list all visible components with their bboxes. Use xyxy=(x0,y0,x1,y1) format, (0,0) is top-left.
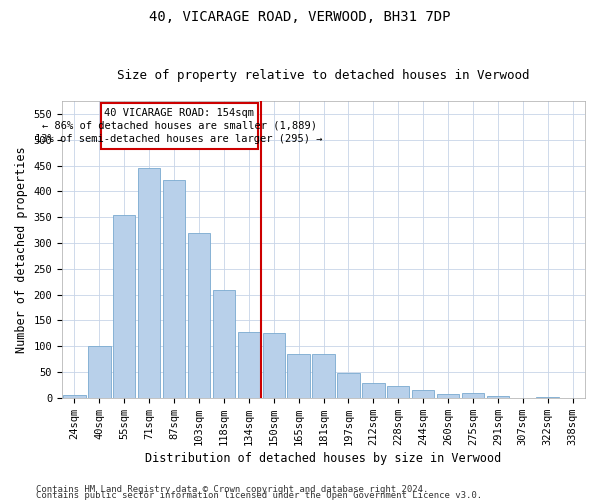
Bar xyxy=(101,103,257,149)
Text: 40, VICARAGE ROAD, VERWOOD, BH31 7DP: 40, VICARAGE ROAD, VERWOOD, BH31 7DP xyxy=(149,10,451,24)
Bar xyxy=(536,397,559,398)
Bar xyxy=(138,168,160,398)
Bar xyxy=(412,390,434,398)
Y-axis label: Number of detached properties: Number of detached properties xyxy=(15,146,28,353)
Text: ← 86% of detached houses are smaller (1,889): ← 86% of detached houses are smaller (1,… xyxy=(41,121,317,131)
Bar xyxy=(113,214,136,398)
Bar xyxy=(337,373,359,398)
Bar xyxy=(437,394,459,398)
Bar xyxy=(188,233,210,398)
Bar xyxy=(287,354,310,398)
Bar xyxy=(487,396,509,398)
Bar xyxy=(163,180,185,398)
Bar xyxy=(313,354,335,398)
Bar xyxy=(362,384,385,398)
Text: 13% of semi-detached houses are larger (295) →: 13% of semi-detached houses are larger (… xyxy=(35,134,323,144)
Text: Contains public sector information licensed under the Open Government Licence v3: Contains public sector information licen… xyxy=(36,491,482,500)
Text: Contains HM Land Registry data © Crown copyright and database right 2024.: Contains HM Land Registry data © Crown c… xyxy=(36,484,428,494)
X-axis label: Distribution of detached houses by size in Verwood: Distribution of detached houses by size … xyxy=(145,452,502,465)
Bar xyxy=(462,393,484,398)
Bar xyxy=(88,346,110,398)
Bar xyxy=(238,332,260,398)
Text: 40 VICARAGE ROAD: 154sqm: 40 VICARAGE ROAD: 154sqm xyxy=(104,108,254,118)
Bar xyxy=(263,334,285,398)
Title: Size of property relative to detached houses in Verwood: Size of property relative to detached ho… xyxy=(117,69,530,82)
Bar xyxy=(387,386,409,398)
Bar xyxy=(63,396,86,398)
Bar xyxy=(212,290,235,398)
